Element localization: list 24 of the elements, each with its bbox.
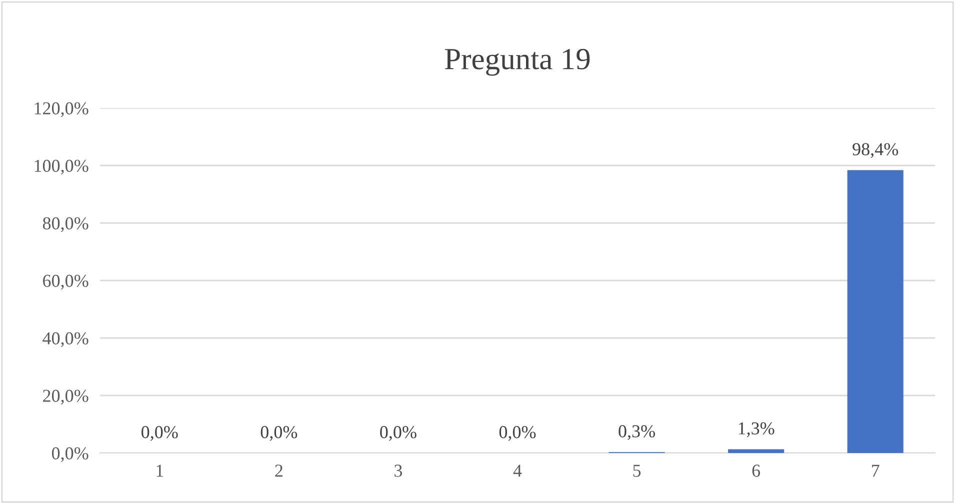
data-label: 0,0% [142,426,178,441]
data-label: 1,3% [738,422,774,438]
data-label: 0,0% [380,426,416,441]
y-tick-label: 20,0% [43,390,88,405]
y-tick-label: 60,0% [43,274,88,290]
data-label: 0,0% [499,426,536,441]
x-tick-label: 2 [275,464,282,477]
x-tick-label: 1 [156,464,164,477]
data-label: 98,4% [852,143,898,158]
y-tick-label: 0,0% [52,447,88,462]
y-tick-label: 40,0% [42,332,88,348]
x-tick-label: 6 [752,464,760,477]
bar [728,449,784,453]
y-tick-label: 100,0% [34,160,88,175]
chart-title: Pregunta 19 [444,48,590,76]
bar [847,170,904,453]
y-tick-label: 120,0% [34,102,88,118]
y-tick-label: 80,0% [42,217,88,232]
x-tick-label: 4 [513,464,522,477]
x-tick-label: 5 [633,464,641,477]
data-label: 0,0% [260,426,298,441]
data-label: 0,3% [618,425,655,440]
x-tick-label: 3 [394,464,402,477]
x-tick-label: 7 [872,464,880,477]
